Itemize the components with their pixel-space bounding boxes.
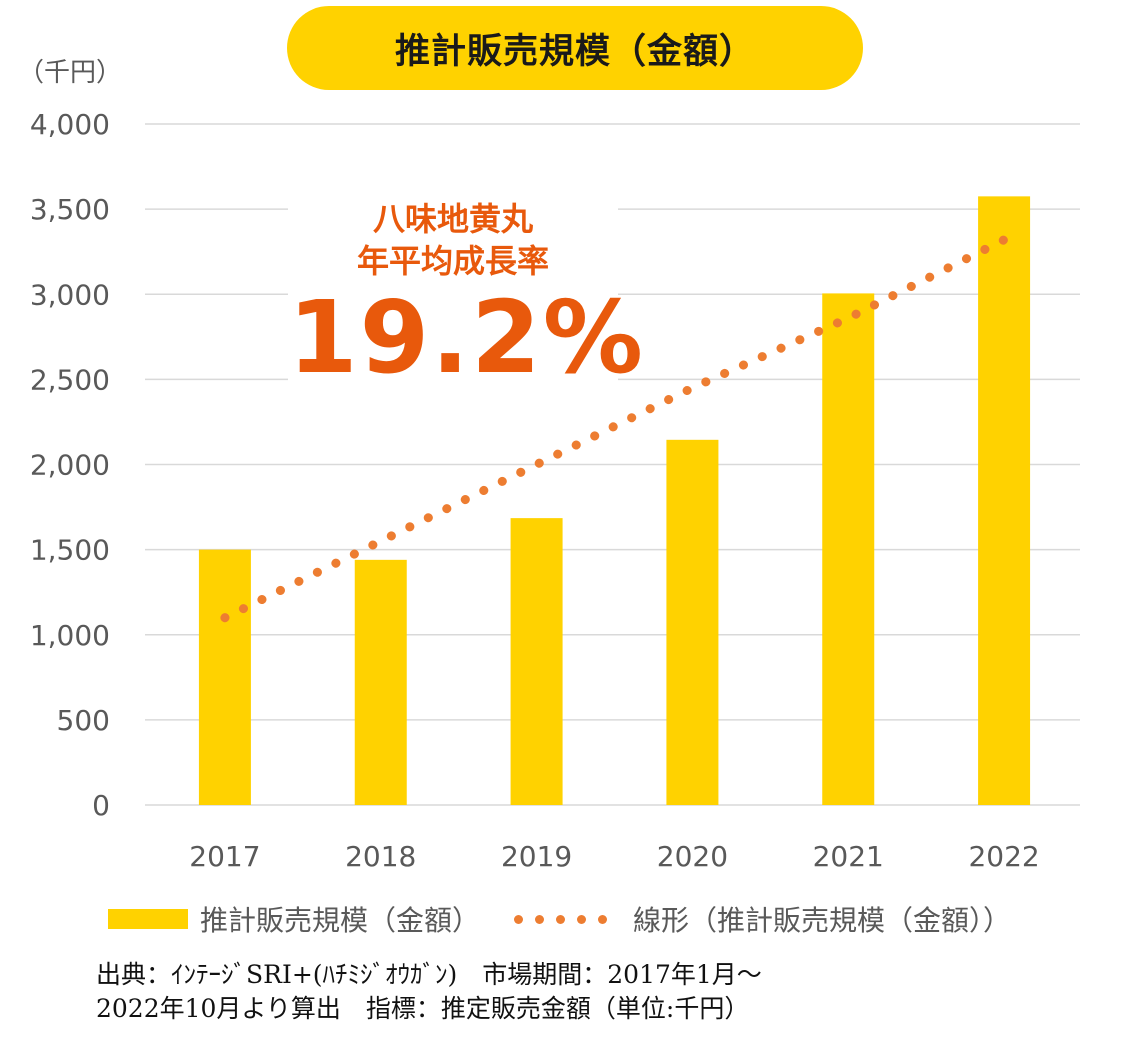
bar-2022: [978, 196, 1031, 805]
y-tick-label: 1,000: [30, 619, 110, 652]
bar-2021: [822, 293, 875, 805]
y-tick-label: 3,000: [30, 278, 110, 311]
chart-title: 推計販売規模（金額）: [394, 31, 755, 72]
annotation-product-name: 八味地黄丸: [372, 200, 533, 238]
x-tick-label: 2017: [189, 840, 260, 873]
annotation-growth-label: 年平均成長率: [356, 242, 549, 280]
trendline-linear: [220, 235, 1009, 623]
legend-bar-swatch: [108, 909, 188, 929]
growth-annotation: 八味地黄丸 年平均成長率 19.2%: [288, 198, 645, 396]
bar-2017: [198, 549, 251, 805]
x-tick-label: 2020: [657, 840, 728, 873]
legend-trend-label: 線形（推計販売規模（金額））: [633, 904, 1012, 937]
y-tick-label: 2,000: [30, 449, 110, 482]
bar-2018: [354, 559, 407, 805]
legend-bar-label: 推計販売規模（金額）: [200, 904, 481, 937]
y-tick-label: 500: [57, 704, 110, 737]
chart-title-pill: 推計販売規模（金額）: [287, 6, 863, 90]
bar-2019: [510, 518, 563, 805]
x-tick-label: 2021: [813, 840, 884, 873]
x-tick-label: 2019: [501, 840, 572, 873]
y-tick-label: 2,500: [30, 363, 110, 396]
y-tick-label: 0: [92, 789, 110, 822]
y-tick-label: 1,500: [30, 534, 110, 567]
y-tick-label: 4,000: [30, 108, 110, 141]
chart-legend: 推計販売規模（金額） 線形（推計販売規模（金額））: [108, 896, 1011, 942]
legend-trend-swatch: [514, 914, 619, 924]
y-tick-label: 3,500: [30, 193, 110, 226]
y-axis-unit-label: （千円）: [18, 58, 123, 88]
x-tick-label: 2018: [345, 840, 416, 873]
x-tick-label: 2022: [968, 840, 1039, 873]
source-note: 出典：ｲﾝﾃｰｼﾞSRI+(ﾊﾁﾐｼﾞｵｳｶﾞﾝ) 市場期間：2017年1月～ …: [96, 958, 1096, 1026]
source-line-2: 2022年10月より算出 指標：推定販売金額（単位:千円）: [96, 994, 750, 1023]
source-line-1: 出典：ｲﾝﾃｰｼﾞSRI+(ﾊﾁﾐｼﾞｵｳｶﾞﾝ) 市場期間：2017年1月～: [96, 960, 762, 989]
annotation-growth-value: 19.2%: [288, 279, 645, 396]
bar-2020: [666, 439, 719, 805]
